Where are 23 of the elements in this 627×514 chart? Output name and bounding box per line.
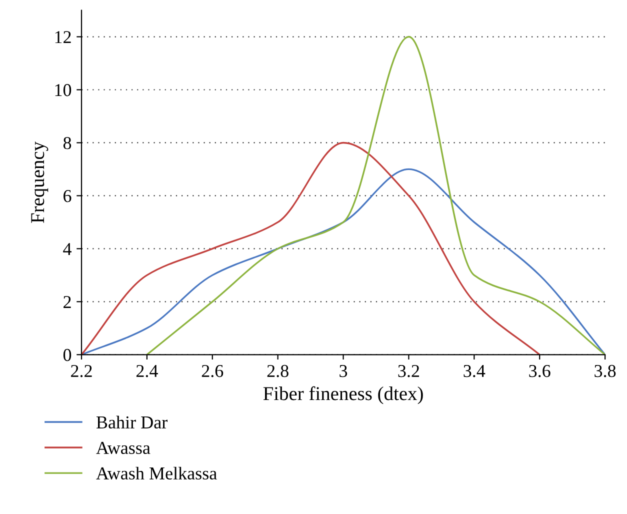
x-tick-label: 2.4 [136, 364, 158, 378]
x-axis-title: Fiber fineness (dtex) [263, 386, 423, 404]
x-tick-label: 3.8 [594, 364, 616, 378]
y-tick-label: 0 [63, 348, 72, 362]
legend-label: Awassa [96, 442, 150, 454]
line-series [82, 142, 540, 355]
x-tick-label: 3.4 [464, 364, 486, 378]
x-tick-label: 3 [340, 364, 348, 378]
line-series [146, 36, 606, 355]
y-tick-label: 6 [64, 190, 72, 202]
x-tick-label: 3.2 [398, 364, 420, 378]
x-tick-label: 2.6 [202, 364, 224, 378]
x-tick-label: 2.2 [71, 364, 92, 378]
x-tick-label: 3.6 [529, 364, 550, 378]
legend-label: Awash Melkassa [96, 466, 217, 480]
y-tick-label: 2 [64, 296, 71, 308]
legend-label: Bahir Dar [96, 416, 168, 428]
y-axis-title: Frequency [31, 142, 48, 223]
y-tick-label: 4 [63, 243, 72, 255]
y-tick-label: 8 [63, 136, 72, 150]
y-tick-label: 10 [55, 84, 72, 96]
x-tick-label: 2.8 [267, 364, 288, 378]
y-tick-label: 12 [55, 31, 71, 44]
